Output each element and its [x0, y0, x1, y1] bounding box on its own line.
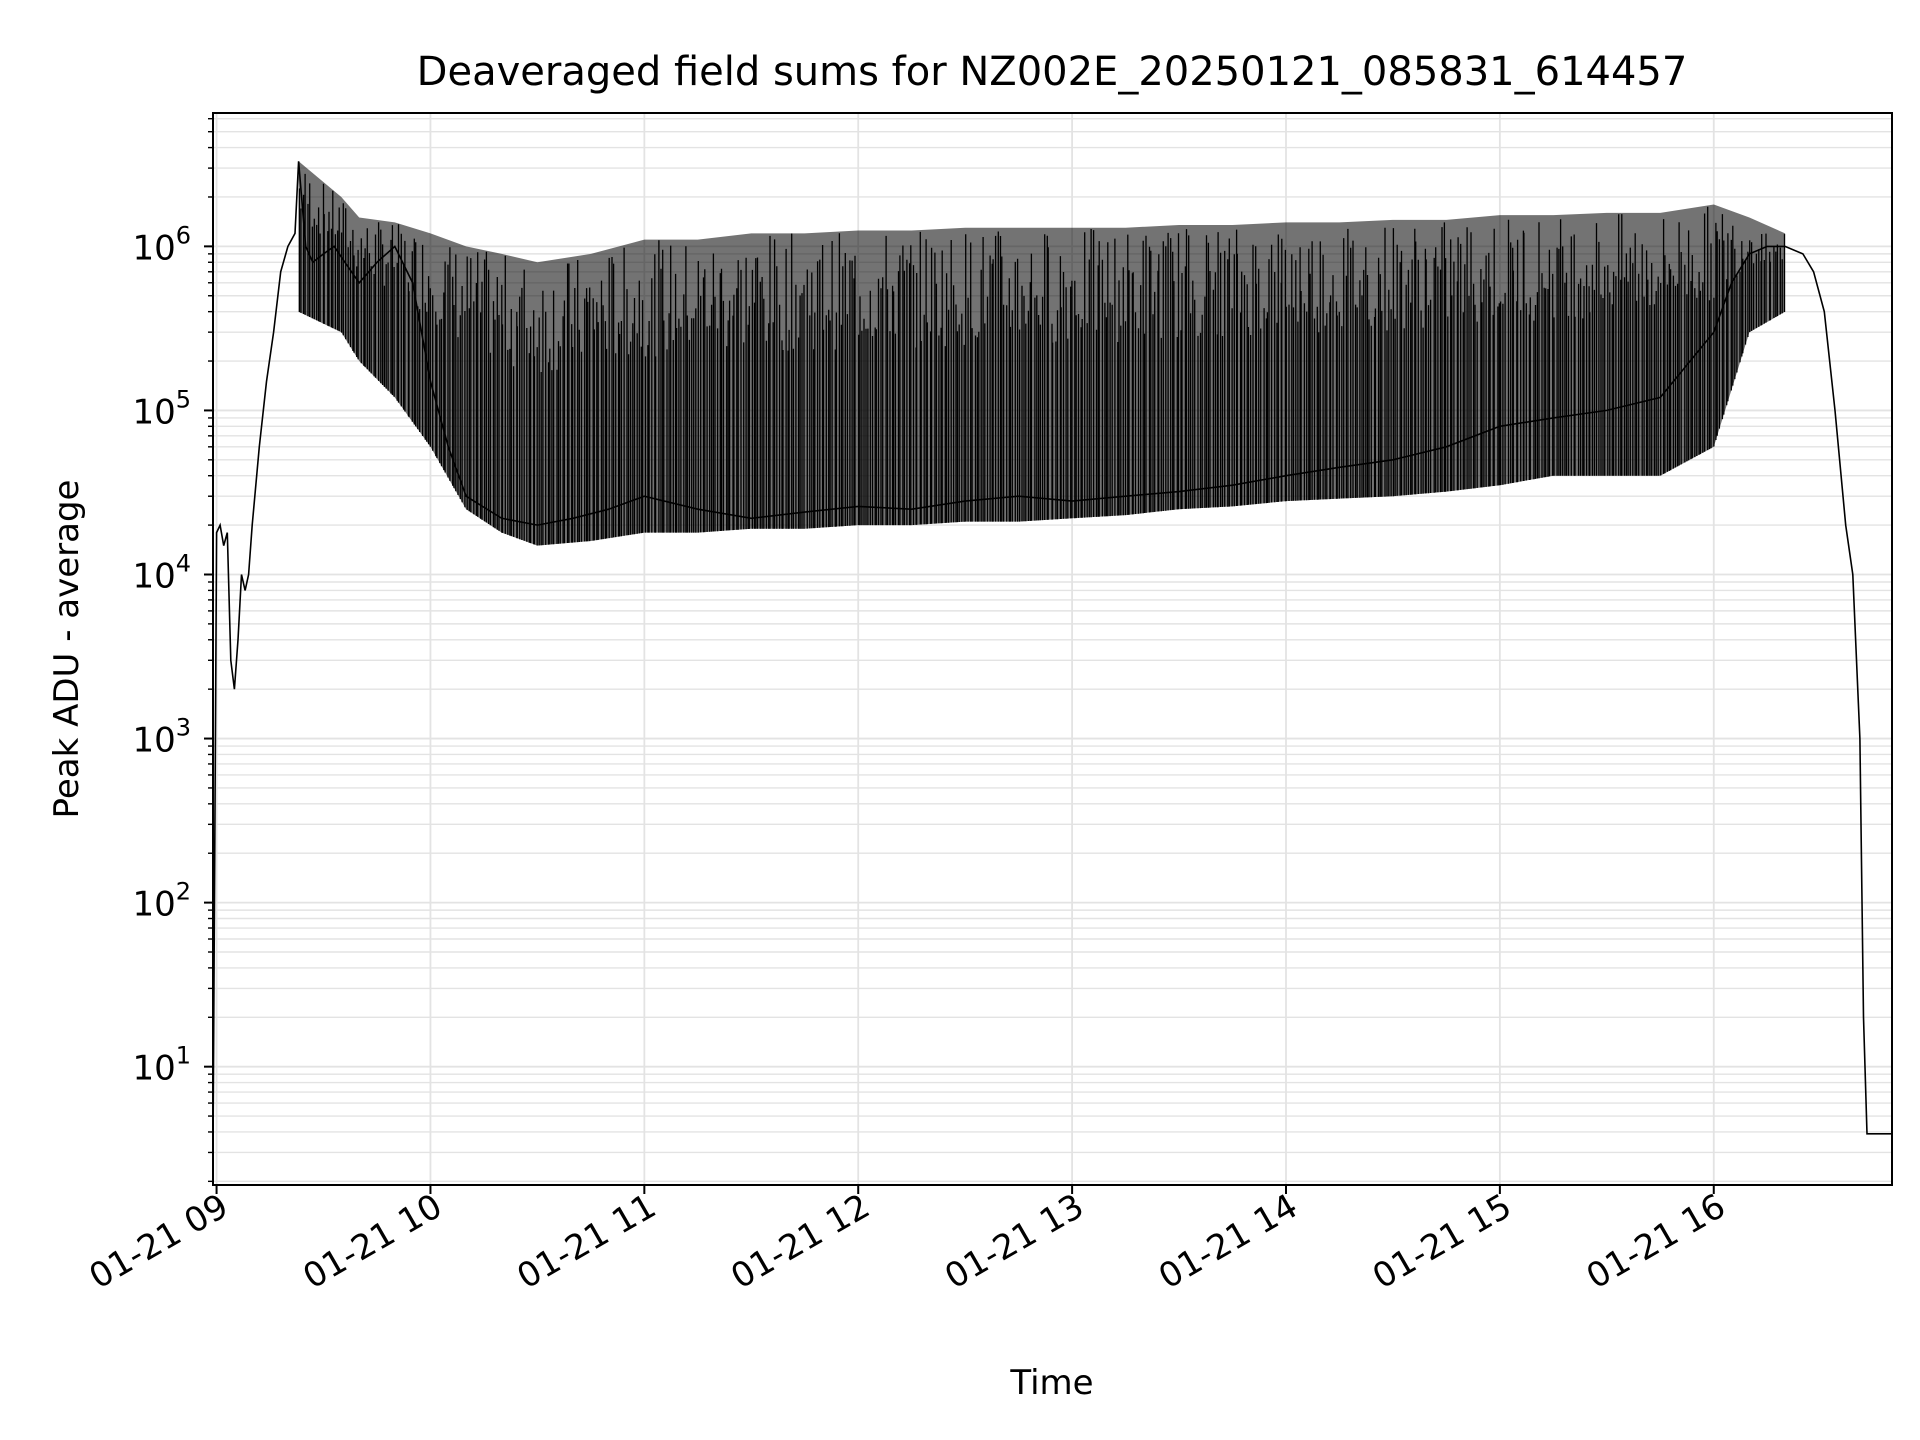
y-tick-label: 101	[132, 1042, 191, 1089]
y-tick-exponent: 1	[176, 1042, 191, 1070]
y-tick-exponent: 2	[176, 878, 191, 906]
data-band	[298, 161, 1786, 546]
y-tick-base: 10	[132, 1049, 175, 1089]
y-tick-exponent: 5	[176, 385, 191, 413]
y-tick-exponent: 3	[176, 714, 191, 742]
y-axis-label: Peak ADU - average	[47, 480, 87, 819]
y-tick-exponent: 4	[176, 549, 191, 577]
y-tick-base: 10	[132, 392, 175, 432]
y-tick-label: 104	[132, 549, 191, 596]
chart-title: Deaveraged field sums for NZ002E_2025012…	[417, 49, 1688, 95]
y-tick-base: 10	[132, 228, 175, 268]
data-line	[212, 161, 1892, 1153]
y-tick-exponent: 6	[176, 221, 191, 249]
y-tick-label: 106	[132, 221, 191, 268]
y-tick-label: 102	[132, 878, 191, 925]
plot-frame	[212, 112, 1893, 1186]
y-tick-base: 10	[132, 721, 175, 761]
x-axis-label: Time	[1009, 1363, 1093, 1403]
y-tick-base: 10	[132, 885, 175, 925]
y-tick-label: 103	[132, 714, 191, 761]
y-tick-base: 10	[132, 556, 175, 596]
y-tick-label: 105	[132, 385, 191, 432]
series-line	[212, 161, 1892, 1153]
